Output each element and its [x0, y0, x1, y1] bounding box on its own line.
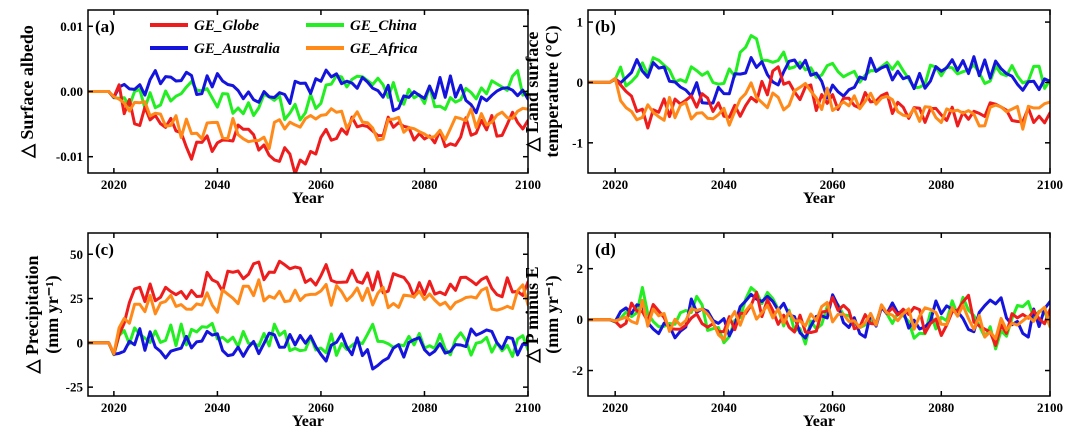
- series-line-ge-globe: [88, 83, 528, 173]
- x-tick-label: 2060: [308, 400, 334, 415]
- x-tick-label: 2100: [1037, 177, 1063, 192]
- x-tick-label: 2020: [602, 177, 628, 192]
- legend-item-ge-australia: GE_Australia: [150, 41, 280, 57]
- panel-a-surface-albedo-chart: 2020 2040 2060 2080 2100 0.01 0.00 -0.01 Year △ S…: [17, 9, 541, 207]
- series-group: [88, 68, 528, 173]
- y-tick-label: 50: [70, 247, 83, 262]
- legend: GE_Globe GE_China GE_Australia GE_Africa: [150, 18, 418, 57]
- x-tick-label: 2100: [1037, 400, 1063, 415]
- panel-label: (c): [95, 240, 114, 259]
- legend-label: GE_China: [350, 18, 417, 34]
- x-tick-label: 2080: [411, 177, 437, 192]
- legend-item-ge-globe: GE_Globe: [150, 18, 259, 34]
- x-tick-label: 2040: [204, 400, 230, 415]
- x-tick-label: 2100: [515, 400, 541, 415]
- panel-c-precipitation-chart: 2020 2040 2060 2080 2100 50 25 0 -25 Year △ Precip…: [22, 232, 541, 429]
- x-axis-label: Year: [803, 190, 835, 207]
- series-group: [88, 259, 528, 371]
- y-tick-label: -1: [572, 135, 583, 150]
- y-tick-label: 25: [70, 291, 84, 306]
- y-axis-label: △ Surface albedo: [17, 25, 37, 159]
- y-tick-label: 1: [577, 15, 584, 30]
- y-axis-label-line2: temperature (°C): [542, 25, 563, 157]
- x-tick-label: 2080: [928, 177, 954, 192]
- series-line-ge-china: [88, 321, 528, 358]
- series-line-ge-australia: [88, 68, 528, 115]
- y-axis-label: △ Land surface: [522, 32, 542, 153]
- x-tick-label: 2020: [101, 177, 127, 192]
- x-axis-label: Year: [292, 190, 324, 207]
- y-tick-label: -25: [66, 380, 84, 395]
- x-tick-label: 2040: [711, 177, 737, 192]
- x-tick-label: 2060: [820, 400, 846, 415]
- series-line-ge-australia: [588, 55, 1050, 105]
- y-tick-label: 0: [577, 312, 584, 327]
- y-tick-label: 0: [577, 75, 584, 90]
- y-axis-label: △ Precipitation: [22, 256, 42, 375]
- x-tick-label: 2080: [928, 400, 954, 415]
- y-axis-label-line2: (mm yr⁻¹): [42, 275, 63, 353]
- series-line-ge-africa: [88, 90, 528, 151]
- legend-item-ge-china: GE_China: [306, 18, 417, 34]
- panel-label: (b): [595, 17, 616, 36]
- legend-item-ge-africa: GE_Africa: [306, 41, 418, 57]
- panel-label: (a): [95, 17, 115, 36]
- series-line-ge-globe: [88, 259, 528, 356]
- x-axis-label: Year: [803, 413, 835, 429]
- y-axis-label-line2: (mm yr⁻¹): [542, 275, 563, 353]
- x-tick-label: 2060: [308, 177, 334, 192]
- panel-b-land-surface-temperature-chart: 2020 2040 2060 2080 2100 1 0 -1 Year △ Land surfa…: [522, 9, 1063, 207]
- y-tick-label: -0.01: [56, 149, 83, 164]
- legend-label: GE_Globe: [194, 18, 259, 34]
- legend-label: GE_Australia: [194, 41, 280, 57]
- y-axis-label: △ P minus E: [522, 266, 542, 363]
- series-group: [588, 286, 1050, 351]
- x-axis-label: Year: [292, 413, 324, 429]
- series-line-ge-africa: [88, 278, 528, 356]
- x-tick-label: 2100: [515, 177, 541, 192]
- legend-label: GE_Africa: [350, 41, 418, 57]
- x-tick-label: 2020: [101, 400, 127, 415]
- series-line-ge-africa: [588, 298, 1050, 342]
- series-line-ge-china: [588, 34, 1050, 90]
- plot-frame: [587, 9, 1051, 174]
- series-line-ge-australia: [88, 327, 528, 371]
- x-tick-label: 2040: [711, 400, 737, 415]
- x-tick-label: 2060: [820, 177, 846, 192]
- x-tick-label: 2020: [602, 400, 628, 415]
- y-tick-label: 0.01: [60, 19, 83, 34]
- plot-frame: [587, 232, 1051, 397]
- y-tick-label: 0.00: [60, 84, 83, 99]
- series-line-ge-africa: [588, 76, 1050, 131]
- series-group: [588, 34, 1050, 131]
- y-tick-label: 2: [577, 261, 584, 276]
- x-tick-label: 2040: [204, 177, 230, 192]
- panel-label: (d): [595, 240, 616, 259]
- x-tick-label: 2080: [411, 400, 437, 415]
- y-tick-label: 0: [77, 335, 84, 350]
- y-tick-label: -2: [572, 363, 583, 378]
- series-line-ge-china: [88, 69, 528, 122]
- plot-frame: [87, 232, 529, 397]
